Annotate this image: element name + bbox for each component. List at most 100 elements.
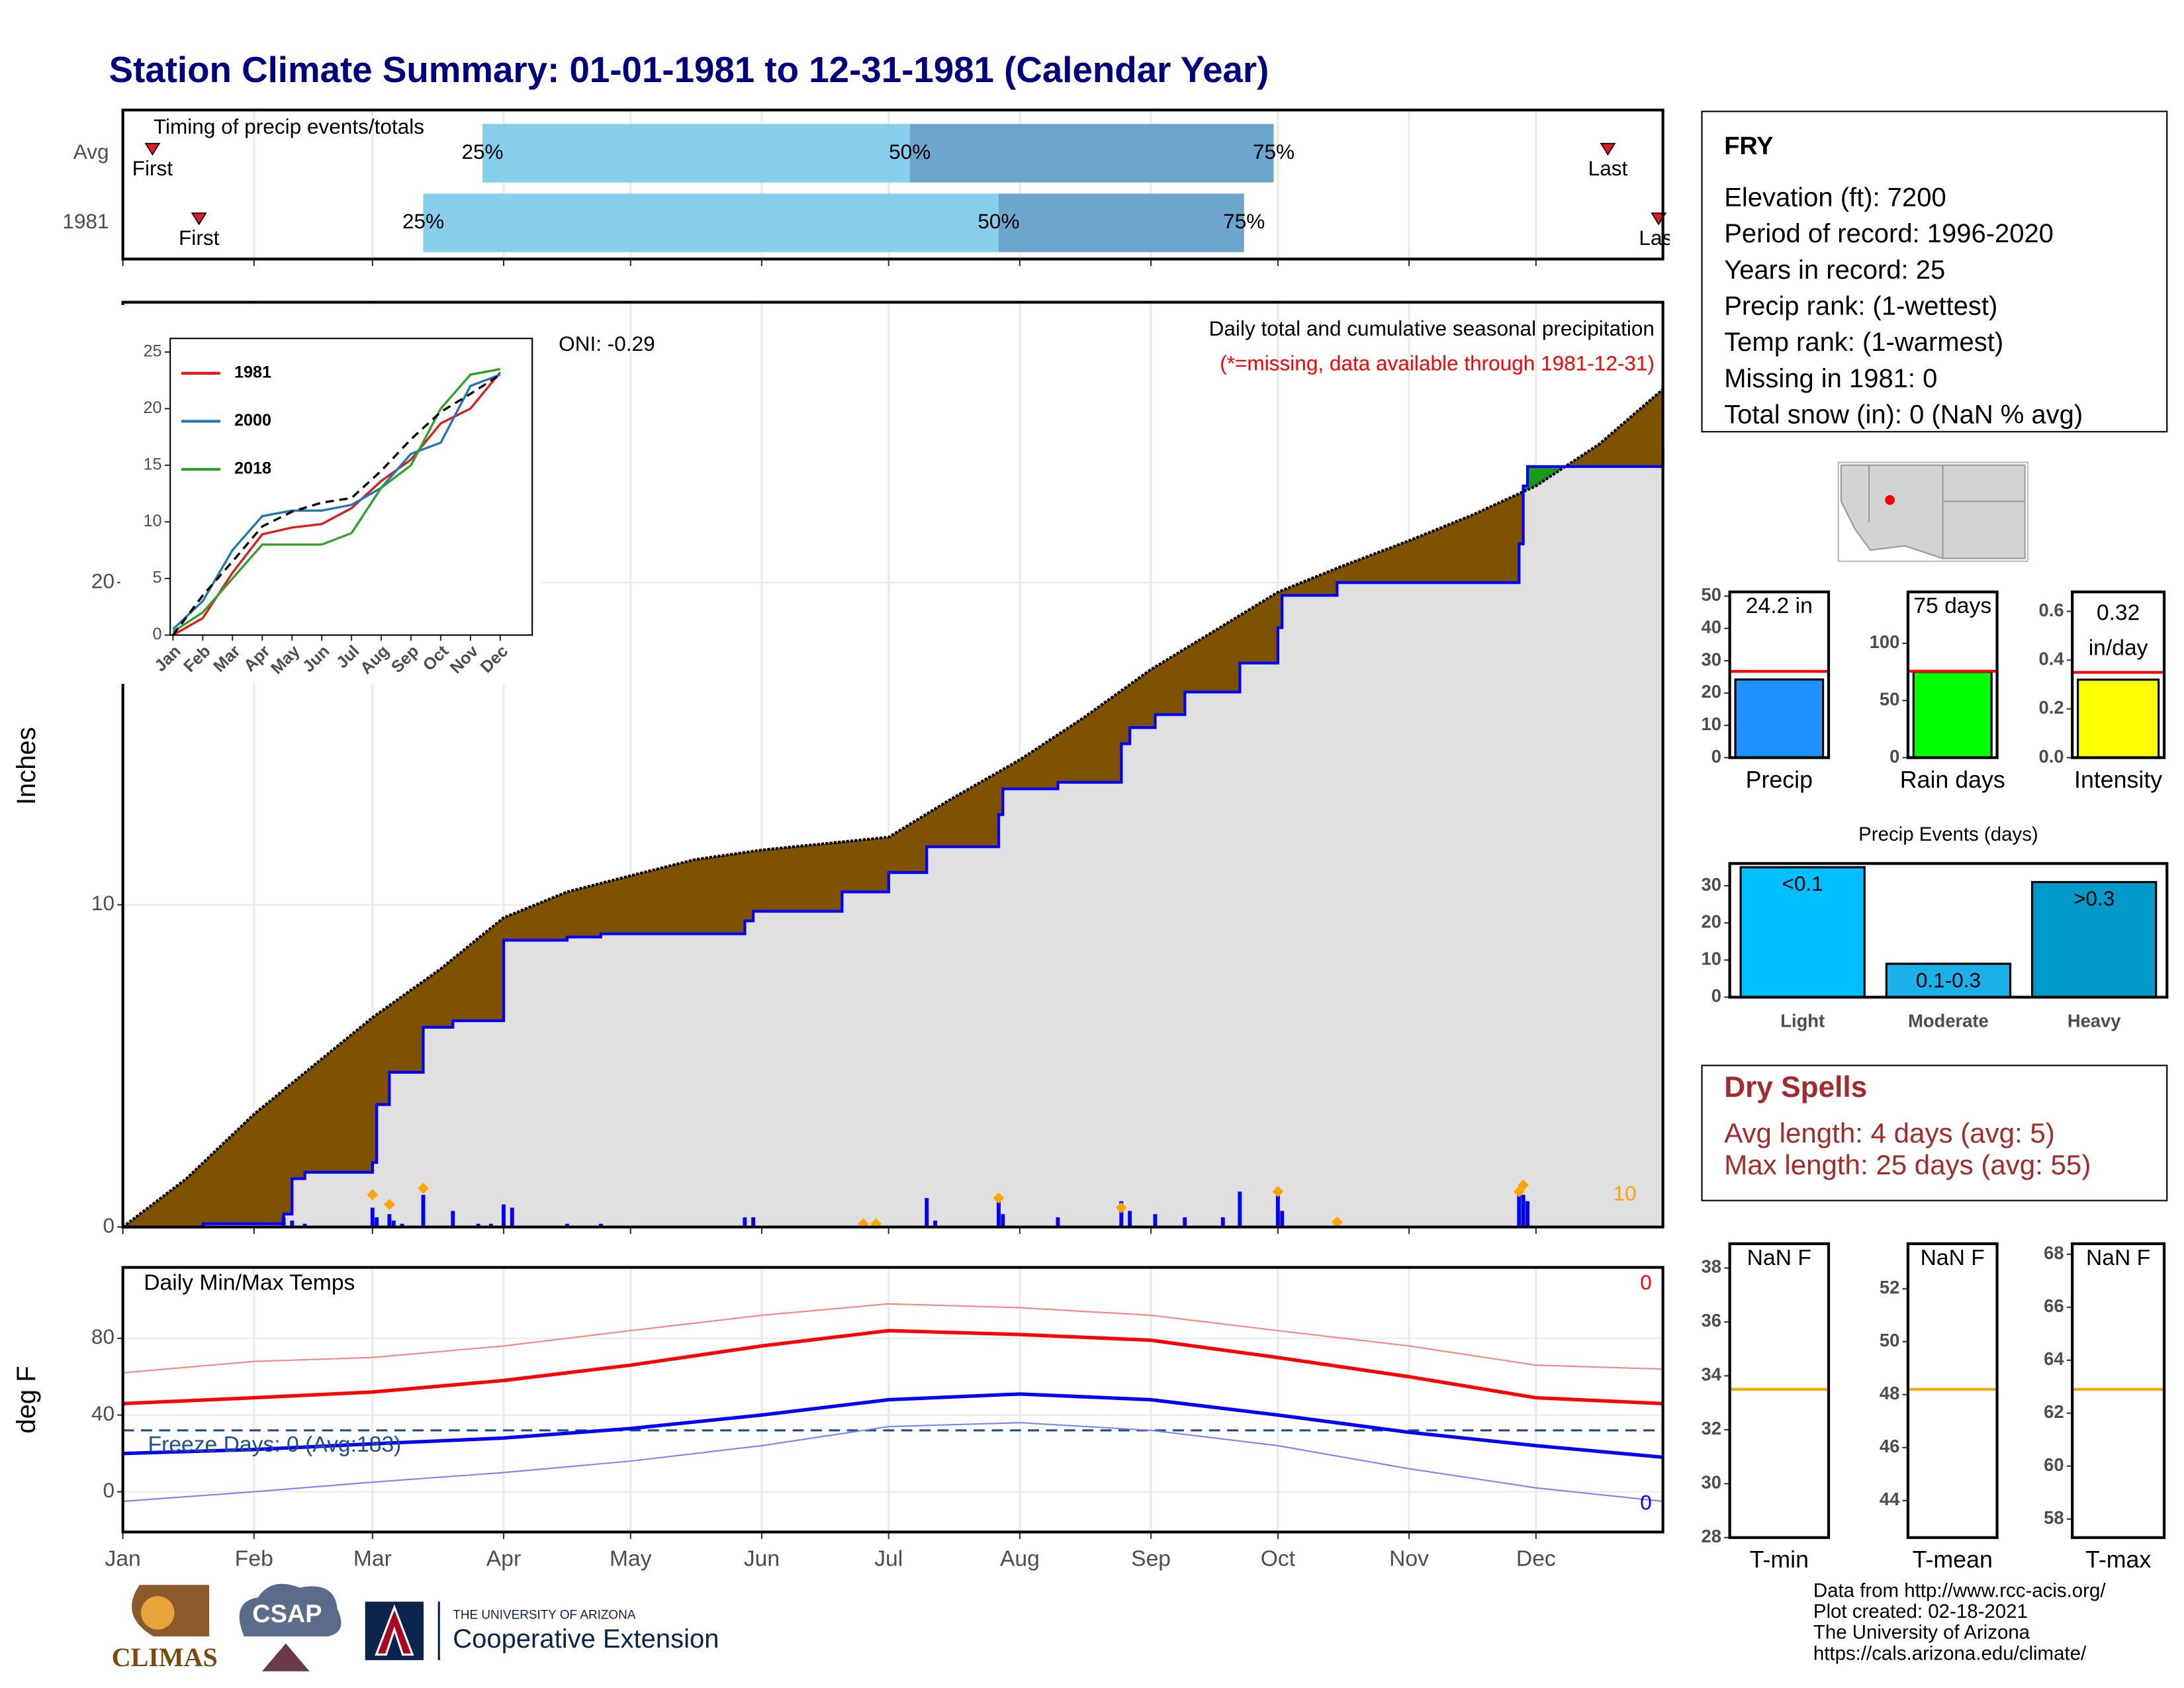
plot-frame [1728, 862, 2169, 999]
freeze-label: Freeze Days: 0 (Avg:183) [148, 1432, 402, 1457]
credit-line: Plot created: 02-18-2021 [1813, 1601, 2028, 1622]
panel-subtitle: (*=missing, data available through 1981-… [1220, 352, 1655, 375]
bar [1739, 866, 1866, 999]
category-label: Light [1780, 1011, 1825, 1031]
category-label: T-min [1750, 1546, 1809, 1573]
bar [2077, 679, 2160, 759]
csap-cloud [239, 1583, 341, 1637]
daily-bar [1521, 1194, 1525, 1227]
value-label: 24.2 in [1746, 594, 1813, 618]
station-name: FRY [1724, 132, 1773, 160]
value-label: 0.1-0.3 [1916, 968, 1981, 992]
daily-bar [1280, 1211, 1285, 1227]
credit-line: https://cals.arizona.edu/climate/ [1813, 1642, 2087, 1664]
quartile-bar [909, 124, 1274, 183]
y-tick-label: 34 [1702, 1364, 1722, 1385]
quartile-bar [482, 124, 910, 183]
category-label: Moderate [1908, 1011, 1989, 1031]
y-tick-label: 20 [91, 569, 114, 592]
y-tick-label: 20 [1702, 911, 1721, 931]
plot-frame [1906, 1242, 1999, 1539]
climas-sun [140, 1596, 175, 1630]
bar [1885, 962, 2012, 999]
map-region [1840, 464, 2026, 559]
credit-line: The University of Arizona [1813, 1622, 2030, 1644]
daily-bar [1275, 1194, 1280, 1227]
event-marker [383, 1199, 395, 1210]
x-tick-label: Oct [1261, 1546, 1296, 1571]
value-label: >0.3 [2073, 886, 2115, 910]
daily-bar [400, 1223, 404, 1227]
daily-bar [1220, 1217, 1225, 1227]
x-tick-label: May [610, 1546, 652, 1571]
average-line [122, 388, 1664, 1229]
y-tick-label: 64 [2044, 1348, 2064, 1369]
quartile-bar [998, 193, 1244, 252]
station-lines: Elevation (ft): 7200 Period of record: 19… [1724, 183, 2083, 429]
y-tick-label: 100 [1870, 632, 1900, 652]
daily-bar [370, 1207, 375, 1227]
page-title: Station Climate Summary: 01-01-1981 to 1… [109, 49, 1269, 90]
x-tick-label: Dec [1516, 1546, 1556, 1571]
min-line [122, 1422, 1663, 1503]
dry-spell-box [1701, 1064, 2168, 1201]
y-tick-label: 0.6 [2039, 600, 2064, 620]
last-marker [1600, 142, 1616, 156]
y-tick-label: 0 [103, 1478, 114, 1502]
y-tick-label: 0 [1711, 746, 1721, 767]
legend-label: 2018 [234, 459, 271, 478]
y-tick-label: Avg [73, 140, 109, 164]
y-tick-label: 36 [1702, 1310, 1721, 1331]
min-count: 0 [1640, 1491, 1652, 1515]
x-tick-label: Nov [1389, 1546, 1429, 1571]
y-tick-label: 25 [143, 342, 161, 360]
series-line [172, 373, 501, 631]
value-label: 0.32 [2097, 601, 2140, 626]
quartile-bar [423, 193, 999, 252]
y-tick-label: 50 [1880, 1330, 1899, 1350]
y-tick-label: 10 [143, 512, 161, 530]
station-line: Years in record: 25 [1724, 256, 1945, 285]
station-line: Elevation (ft): 7200 [1724, 183, 1946, 212]
y-tick-label: 10 [91, 891, 114, 915]
legend-label: 2000 [234, 411, 271, 430]
y-tick-label: 0.0 [2039, 746, 2064, 767]
y-tick-label: 32 [1702, 1418, 1721, 1438]
y-tick-label: 66 [2044, 1295, 2064, 1316]
station-box [1701, 111, 2168, 433]
credit-line: Data from http://www.rcc-acis.org/ [1813, 1580, 2106, 1602]
bar [1734, 678, 1825, 759]
category-label: Intensity [2074, 767, 2162, 793]
plot-frame [1906, 590, 1999, 759]
y-tick-label: 46 [1880, 1436, 1899, 1456]
max-avg-line [122, 1329, 1663, 1405]
station-line: Temp rank: (1-warmest) [1724, 328, 2003, 357]
daily-bar [201, 1223, 206, 1227]
y-axis-label: deg F [12, 1366, 41, 1433]
x-tick-label: Sep [1131, 1546, 1171, 1571]
first-marker [144, 142, 161, 156]
count-label: 10 [1614, 1182, 1637, 1205]
daily-bar [1238, 1192, 1242, 1227]
daily-bar [391, 1220, 396, 1227]
value-label: NaN F [1921, 1246, 1985, 1270]
y-tick-label: 0 [153, 625, 162, 643]
ua-name: THE UNIVERSITY OF ARIZONA [453, 1609, 636, 1622]
plot-frame [1728, 590, 1831, 759]
plot-frame [2071, 1242, 2166, 1539]
y-tick-label: 52 [1880, 1277, 1899, 1297]
daily-bar [375, 1217, 379, 1227]
observed-line [122, 447, 1664, 1229]
climas-logo: CLIMAS [112, 1642, 218, 1672]
daily-bar [387, 1214, 392, 1227]
csap-logo: CSAP [252, 1601, 322, 1628]
daily-bar [751, 1217, 756, 1227]
y-tick-label: 48 [1880, 1383, 1899, 1403]
value-label: NaN F [2086, 1246, 2150, 1270]
daily-bar [565, 1223, 569, 1227]
y-tick-label: 30 [1702, 1472, 1721, 1493]
daily-bar [281, 1217, 286, 1227]
y-tick-label: 20 [1702, 681, 1721, 702]
daily-bar [1183, 1217, 1187, 1227]
